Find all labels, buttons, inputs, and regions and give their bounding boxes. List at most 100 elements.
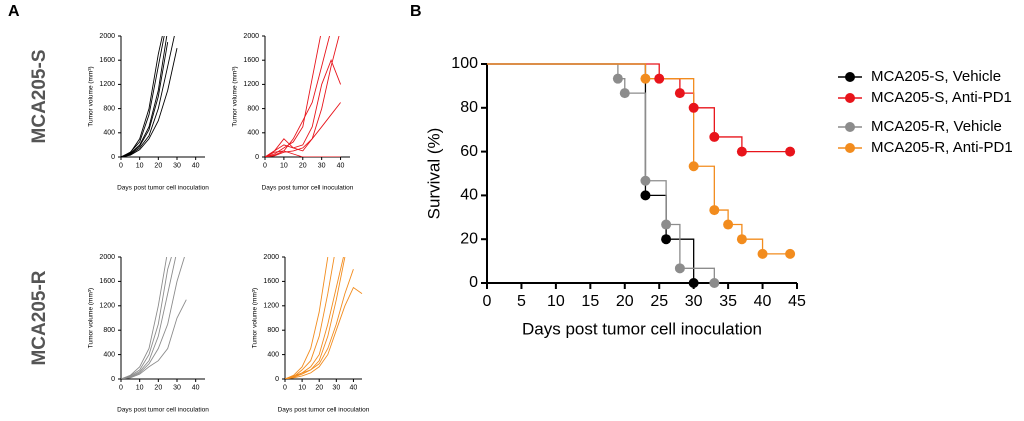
legend-marker (845, 93, 855, 103)
x-tick-label: 45 (788, 293, 806, 310)
y-tick-label: 1200 (99, 303, 115, 310)
y-tick-label: 800 (247, 105, 259, 112)
y-tick-label: 0 (255, 154, 259, 161)
legend-label: MCA205-S, Vehicle (871, 68, 1001, 85)
x-tick-label: 15 (581, 293, 599, 310)
event-marker (640, 190, 651, 201)
event-marker (640, 175, 651, 186)
tumor-curve (121, 42, 169, 157)
tumor-curve (121, 257, 168, 379)
legend-label: MCA205-R, Anti-PD1 (871, 139, 1013, 156)
legend-marker (845, 72, 855, 82)
y-tick-label: 400 (247, 130, 259, 137)
x-tick-label: 20 (315, 384, 323, 391)
tumor-curve (265, 36, 330, 157)
y-tick-label: 1600 (263, 278, 279, 285)
y-tick-label: 800 (103, 327, 115, 334)
x-axis-title: Days post tumor cell inoculation (262, 185, 354, 192)
x-tick-label: 20 (616, 293, 634, 310)
row-label: MCA205-S (29, 50, 50, 144)
y-tick-label: 2000 (99, 33, 115, 40)
y-axis-title: Tumor volume (mm³) (88, 66, 95, 126)
y-axis-title: Tumor volume (mm³) (88, 288, 95, 348)
x-tick-label: 40 (337, 162, 345, 169)
tumor-curve (285, 257, 346, 379)
x-tick-label: 0 (283, 384, 287, 391)
tumor-curve (285, 257, 344, 379)
x-tick-label: 35 (719, 293, 737, 310)
y-tick-label: 800 (103, 105, 115, 112)
x-tick-label: 25 (650, 293, 668, 310)
event-marker (619, 88, 630, 99)
y-tick-label: 40 (460, 187, 478, 204)
x-tick-label: 40 (350, 384, 358, 391)
tumor-curve (265, 102, 341, 157)
y-tick-label: 1600 (99, 278, 115, 285)
x-tick-label: 20 (154, 162, 162, 169)
legend-marker (845, 143, 855, 153)
event-marker (688, 102, 699, 113)
x-tick-label: 20 (299, 162, 307, 169)
y-tick-label: 80 (460, 99, 478, 116)
x-tick-label: 10 (280, 162, 288, 169)
tumor-curve (121, 257, 172, 379)
panel-label: A (8, 3, 20, 20)
y-axis-title: Survival (%) (424, 128, 443, 220)
y-tick-label: 0 (111, 154, 115, 161)
survival-curve (487, 63, 695, 283)
x-axis-title: Days post tumor cell inoculation (117, 407, 209, 414)
survival-curve (487, 63, 791, 153)
tumor-curve (121, 36, 175, 157)
y-tick-label: 1600 (243, 57, 259, 64)
x-tick-label: 10 (547, 293, 565, 310)
event-marker (709, 205, 720, 216)
tumor-curve (265, 58, 342, 157)
event-marker (785, 146, 796, 157)
tumor-curve (121, 48, 178, 157)
y-tick-label: 400 (103, 351, 115, 358)
x-tick-label: 0 (483, 293, 492, 310)
x-tick-label: 30 (685, 293, 703, 310)
tumor-curve (265, 36, 340, 157)
y-tick-label: 1200 (263, 303, 279, 310)
x-tick-label: 5 (517, 293, 526, 310)
x-tick-label: 10 (298, 384, 306, 391)
event-marker (736, 234, 747, 245)
event-marker (674, 88, 685, 99)
x-tick-label: 30 (173, 384, 181, 391)
y-tick-label: 0 (111, 376, 115, 383)
tumor-curve (121, 36, 168, 157)
y-tick-label: 800 (267, 327, 279, 334)
tumor-curve (285, 257, 335, 379)
legend-marker (845, 122, 855, 132)
x-axis-title: Days post tumor cell inoculation (522, 319, 762, 338)
x-tick-label: 30 (318, 162, 326, 169)
legend-label: MCA205-R, Vehicle (871, 118, 1002, 135)
tumor-curve (121, 257, 185, 379)
survival-curve (487, 63, 791, 255)
event-marker (640, 73, 651, 84)
tumor-curve (265, 150, 341, 157)
x-tick-label: 10 (136, 384, 144, 391)
y-axis-title: Tumor volume (mm³) (252, 288, 259, 348)
y-tick-label: 400 (267, 351, 279, 358)
event-marker (757, 248, 768, 259)
x-axis-title: Days post tumor cell inoculation (278, 407, 370, 414)
y-tick-label: 2000 (243, 33, 259, 40)
y-tick-label: 0 (469, 274, 478, 291)
event-marker (736, 146, 747, 157)
x-tick-label: 10 (136, 162, 144, 169)
y-tick-label: 1200 (99, 81, 115, 88)
tumor-curve (121, 257, 177, 379)
event-marker (612, 73, 623, 84)
y-tick-label: 20 (460, 230, 478, 247)
tumor-curve (121, 36, 163, 157)
event-marker (688, 278, 699, 288)
tumor-curve (285, 257, 329, 379)
event-marker (688, 161, 699, 172)
y-tick-label: 2000 (263, 254, 279, 261)
tumor-curve (121, 299, 187, 379)
y-tick-label: 1200 (243, 81, 259, 88)
x-tick-label: 0 (119, 384, 123, 391)
